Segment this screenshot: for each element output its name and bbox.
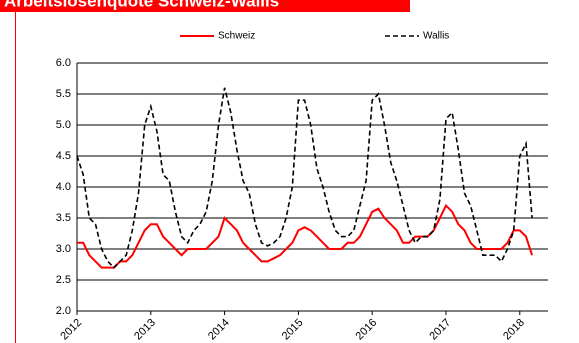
x-tick-label: 2017 — [427, 317, 453, 343]
x-tick-label: 2014 — [206, 317, 232, 343]
y-tick-label: 5.0 — [56, 119, 71, 131]
x-tick-label: 2013 — [132, 317, 158, 343]
y-tick-label: 2.5 — [56, 274, 71, 286]
y-tick-label: 6.0 — [56, 57, 71, 69]
y-tick-label: 2.0 — [56, 305, 71, 317]
chart-title: Arbeitslosenquote Schweiz-Wallis — [4, 0, 279, 10]
x-tick-label: 2018 — [501, 317, 527, 343]
x-tick-label: 2016 — [354, 317, 380, 343]
legend-label: Wallis — [423, 31, 449, 42]
x-tick-label: 2012 — [58, 317, 84, 343]
y-tick-label: 5.5 — [56, 88, 71, 100]
y-tick-label: 3.5 — [56, 212, 71, 224]
y-tick-label: 4.5 — [56, 150, 71, 162]
legend-label: Schweiz — [218, 31, 255, 42]
y-tick-label: 3.0 — [56, 243, 71, 255]
series-line — [76, 87, 533, 269]
series-line — [77, 203, 534, 269]
x-tick-label: 2015 — [280, 317, 306, 343]
title-banner — [0, 0, 410, 12]
y-tick-label: 4.0 — [56, 181, 71, 193]
